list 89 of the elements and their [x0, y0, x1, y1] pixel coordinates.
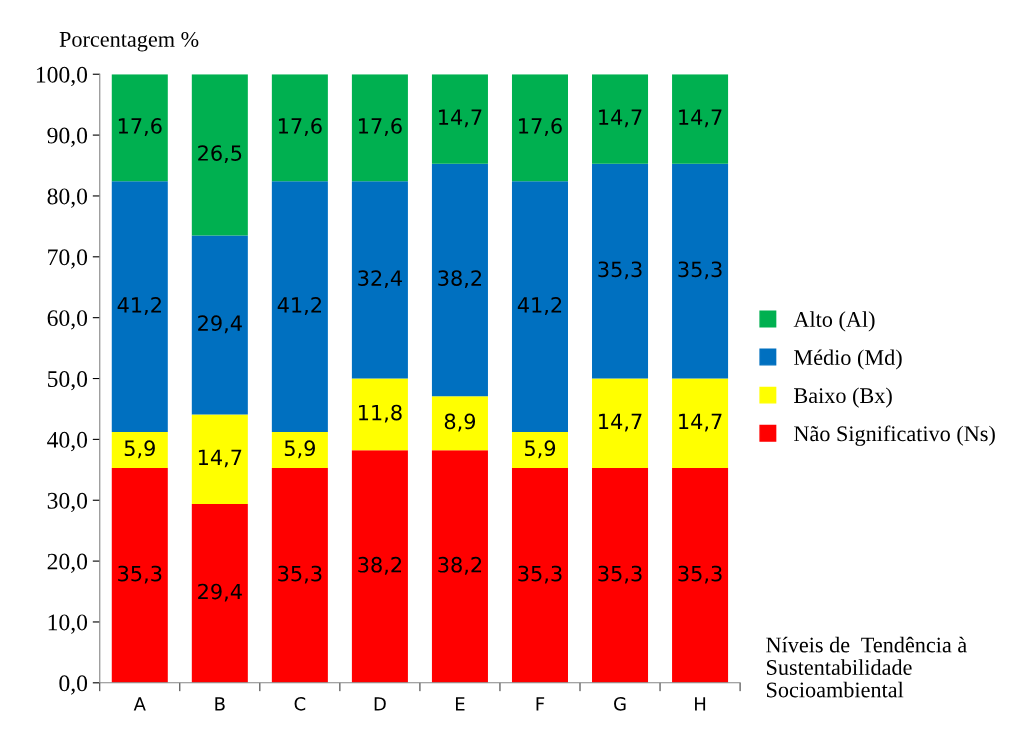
bar: [431, 450, 488, 683]
y-tick-label: 40,0: [47, 431, 88, 452]
bar: [511, 181, 568, 433]
x-tick-label: H: [695, 697, 706, 711]
y-tick-label: 0,0: [59, 675, 88, 695]
y-tick-label: 90,0: [47, 127, 88, 147]
data-label: 41,2: [277, 297, 321, 315]
y-tick-label: 70,0: [48, 249, 88, 269]
data-label: 14,7: [679, 109, 722, 128]
bar: [111, 74, 168, 182]
y-tick-label: 60,0: [47, 310, 88, 330]
y-axis-title: Porcentagem %: [59, 31, 199, 52]
y-tick-label: 10,0: [48, 614, 88, 634]
bar: [592, 163, 649, 379]
data-label: 35,3: [518, 565, 562, 584]
data-label: 38,2: [358, 556, 402, 575]
data-label: 41,2: [117, 297, 161, 315]
bar: [431, 396, 488, 451]
y-tick-label: 50,0: [48, 371, 88, 391]
data-label: 26,5: [198, 145, 242, 164]
legend-label: Alto (Al): [793, 311, 875, 332]
data-label: 32,4: [358, 270, 402, 289]
bar: [511, 432, 568, 468]
data-label: 14,7: [679, 413, 722, 432]
bar: [672, 163, 729, 379]
bar: [191, 74, 248, 236]
data-label: 35,3: [278, 565, 322, 584]
bar: [271, 181, 328, 433]
data-label: 29,4: [198, 583, 242, 602]
bar: [592, 74, 649, 164]
bar: [351, 74, 408, 182]
bar: [672, 467, 729, 683]
data-label: 14,7: [439, 109, 482, 128]
data-label: 38,2: [438, 556, 482, 575]
x-tick-label: D: [374, 697, 386, 711]
data-label: 17,6: [519, 118, 562, 136]
data-label: 35,3: [678, 261, 722, 280]
bar: [431, 74, 488, 164]
bar: [271, 432, 328, 468]
data-label: 5,9: [525, 440, 556, 459]
data-label: 11,8: [359, 404, 402, 423]
data-label: 35,3: [678, 565, 722, 584]
data-label: 17,6: [118, 118, 162, 136]
bar: [351, 181, 408, 379]
data-label: 5,9: [124, 440, 155, 459]
bar: [191, 414, 248, 504]
legend-label: Baixo (Bx): [794, 387, 892, 408]
x-tick-label: B: [215, 697, 225, 711]
x-tick-label: A: [133, 697, 146, 711]
bar: [511, 467, 568, 683]
bar: [672, 378, 729, 468]
x-tick-label: G: [614, 697, 626, 711]
bar: [592, 378, 649, 468]
bar: [271, 467, 328, 683]
bar: [191, 503, 248, 683]
x-axis-title: Níveis de Tendência à Sustentabilidade Socioambiental: [766, 636, 967, 698]
x-tick-label: F: [536, 697, 545, 711]
bar: [672, 74, 729, 164]
x-tick-label: C: [294, 697, 306, 711]
data-label: 14,7: [599, 413, 642, 432]
data-label: 14,7: [599, 109, 642, 128]
bar: [351, 450, 408, 683]
y-tick-label: 80,0: [47, 188, 88, 208]
data-label: 17,6: [278, 118, 322, 136]
data-label: 35,3: [598, 261, 642, 280]
legend-label: Médio (Md): [794, 349, 902, 370]
bar: [592, 467, 649, 683]
data-label: 35,3: [598, 565, 642, 584]
data-label: 5,9: [284, 440, 315, 459]
data-label: 29,4: [198, 315, 242, 334]
bar: [111, 467, 168, 683]
data-label: 8,9: [444, 413, 476, 432]
y-tick-label: 30,0: [47, 492, 88, 513]
bar: [111, 432, 168, 468]
bar: [271, 74, 328, 182]
y-tick-label: 100,0: [36, 66, 88, 87]
bar: [191, 235, 248, 415]
data-label: 14,7: [198, 449, 242, 468]
bar: [431, 163, 488, 397]
data-label: 41,2: [517, 297, 562, 315]
y-tick-label: 20,0: [47, 553, 88, 573]
bar: [511, 74, 568, 182]
data-label: 38,2: [438, 270, 482, 289]
data-label: 35,3: [118, 565, 162, 584]
legend-label: Não Significativo (Ns): [794, 425, 995, 446]
x-tick-label: E: [456, 697, 465, 711]
bar: [351, 378, 408, 451]
bar: [111, 181, 168, 433]
data-label: 17,6: [359, 118, 402, 136]
